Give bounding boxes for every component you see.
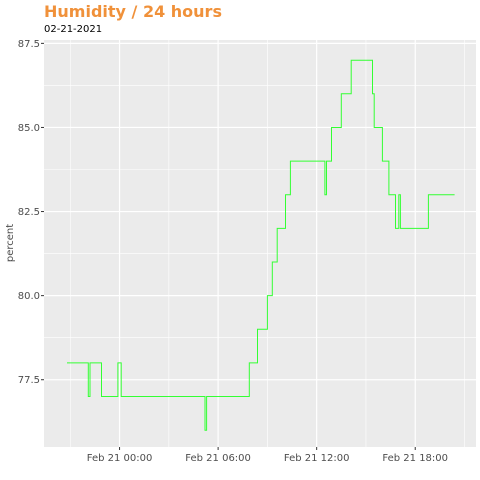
y-axis: 77.5 80.0 82.5 85.0 87.5 bbox=[18, 39, 44, 386]
x-tick-label: Feb 21 12:00 bbox=[284, 453, 350, 464]
series-layer bbox=[67, 59, 455, 431]
x-tick-label: Feb 21 18:00 bbox=[382, 453, 448, 464]
minor-gridlines bbox=[44, 40, 476, 447]
chart-subtitle: 02-21-2021 bbox=[44, 24, 103, 35]
y-tick-label: 82.5 bbox=[18, 207, 40, 218]
chart-title: Humidity / 24 hours bbox=[44, 2, 222, 21]
humidity-series-line bbox=[67, 59, 455, 431]
plot-panel bbox=[44, 40, 476, 447]
y-tick-label: 80.0 bbox=[18, 291, 40, 302]
major-gridlines bbox=[44, 40, 476, 447]
x-tick-label: Feb 21 06:00 bbox=[185, 453, 251, 464]
x-axis: Feb 21 00:00 Feb 21 06:00 Feb 21 12:00 Feb … bbox=[87, 447, 448, 464]
y-axis-label: percent bbox=[5, 224, 16, 262]
x-tick-label: Feb 21 00:00 bbox=[87, 453, 153, 464]
y-tick-label: 77.5 bbox=[18, 375, 40, 386]
y-tick-label: 85.0 bbox=[18, 123, 40, 134]
y-tick-label: 87.5 bbox=[18, 39, 40, 50]
